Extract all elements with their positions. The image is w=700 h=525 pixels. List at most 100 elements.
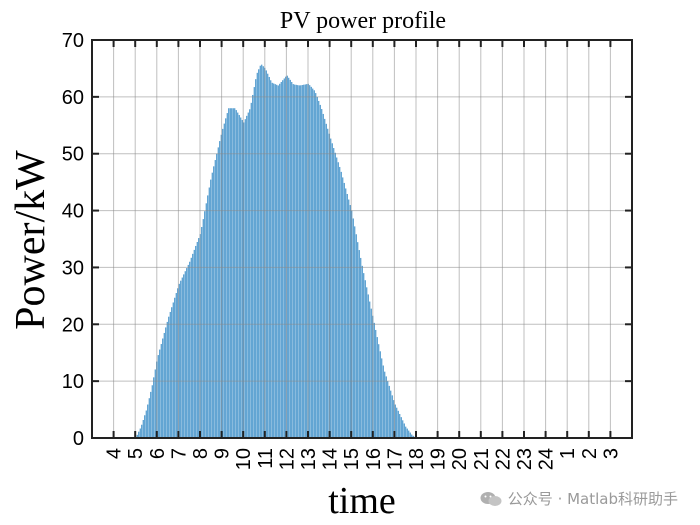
x-tick-label: 15 — [341, 448, 363, 470]
bar — [169, 311, 171, 438]
bar — [148, 398, 150, 438]
bar — [174, 297, 176, 438]
bar — [324, 118, 326, 438]
bar — [240, 117, 242, 438]
bar — [246, 115, 248, 439]
bar — [409, 432, 411, 438]
wechat-icon — [480, 491, 502, 506]
bar — [385, 376, 387, 438]
bar — [273, 83, 275, 439]
bar — [352, 218, 354, 438]
bar — [136, 434, 138, 438]
bar — [141, 424, 143, 438]
bar — [228, 108, 230, 438]
bar — [361, 265, 363, 438]
bar — [411, 434, 413, 438]
bar — [309, 85, 311, 439]
bar — [405, 426, 407, 438]
bar — [366, 287, 368, 438]
bar — [396, 407, 398, 438]
bar — [330, 138, 332, 439]
bar — [298, 85, 300, 439]
watermark: 公众号 · Matlab科研助手 — [480, 488, 678, 509]
bar — [256, 72, 258, 438]
bar — [178, 283, 180, 438]
bar — [235, 110, 237, 438]
bar — [196, 242, 198, 438]
bar — [391, 395, 393, 438]
bar — [397, 410, 399, 438]
x-tick-label: 4 — [104, 448, 126, 459]
bar — [145, 410, 147, 438]
bar — [252, 94, 254, 439]
bar — [241, 119, 243, 438]
bar — [274, 84, 276, 438]
bar — [291, 81, 293, 439]
bar — [349, 205, 351, 438]
bar — [388, 385, 390, 438]
bar — [315, 93, 317, 438]
bar — [193, 249, 195, 438]
x-tick-label: 7 — [168, 448, 190, 459]
bar — [390, 390, 392, 438]
bar — [355, 234, 357, 438]
bar — [394, 404, 396, 438]
bar — [408, 430, 410, 438]
bar — [297, 85, 299, 439]
bar — [357, 242, 359, 438]
bar — [190, 257, 192, 438]
bar — [214, 160, 216, 438]
bar — [177, 288, 179, 438]
bar — [322, 113, 324, 438]
bar — [222, 128, 224, 438]
bar — [268, 76, 270, 438]
bar — [292, 84, 294, 438]
bar — [373, 322, 375, 438]
x-tick-label: 24 — [536, 448, 558, 470]
bar — [376, 337, 378, 438]
bar — [348, 199, 350, 438]
bar — [183, 274, 185, 438]
bar — [207, 195, 209, 438]
bar — [139, 428, 141, 438]
x-tick-label: 12 — [276, 448, 298, 470]
bar — [319, 104, 321, 438]
x-tick-label: 17 — [384, 448, 406, 470]
x-tick-label: 10 — [233, 448, 255, 470]
bar — [325, 123, 327, 438]
bar — [379, 351, 381, 438]
bar — [313, 90, 315, 438]
bar — [288, 77, 290, 438]
bar — [337, 162, 339, 439]
x-tick-label: 6 — [147, 448, 169, 459]
bar — [162, 338, 164, 438]
bar — [370, 308, 372, 438]
y-tick-label: 20 — [62, 314, 84, 336]
bar — [198, 238, 200, 438]
x-tick-label: 21 — [471, 448, 493, 470]
bar — [189, 261, 191, 438]
x-tick-label: 19 — [428, 448, 450, 470]
bar — [360, 257, 362, 438]
bar — [247, 112, 249, 438]
bar — [406, 428, 408, 438]
bar — [387, 381, 389, 438]
bar — [271, 82, 273, 438]
bar — [262, 66, 264, 438]
bar — [237, 112, 239, 438]
bar — [346, 193, 348, 438]
bar — [306, 84, 308, 438]
bar — [217, 147, 219, 438]
bar — [208, 187, 210, 438]
bar — [255, 79, 257, 439]
bar — [180, 280, 182, 438]
bar — [186, 268, 188, 438]
bar — [363, 273, 365, 438]
bar — [300, 85, 302, 438]
bar — [280, 82, 282, 438]
bar — [336, 157, 338, 438]
bar — [138, 431, 140, 438]
bar — [286, 75, 288, 439]
